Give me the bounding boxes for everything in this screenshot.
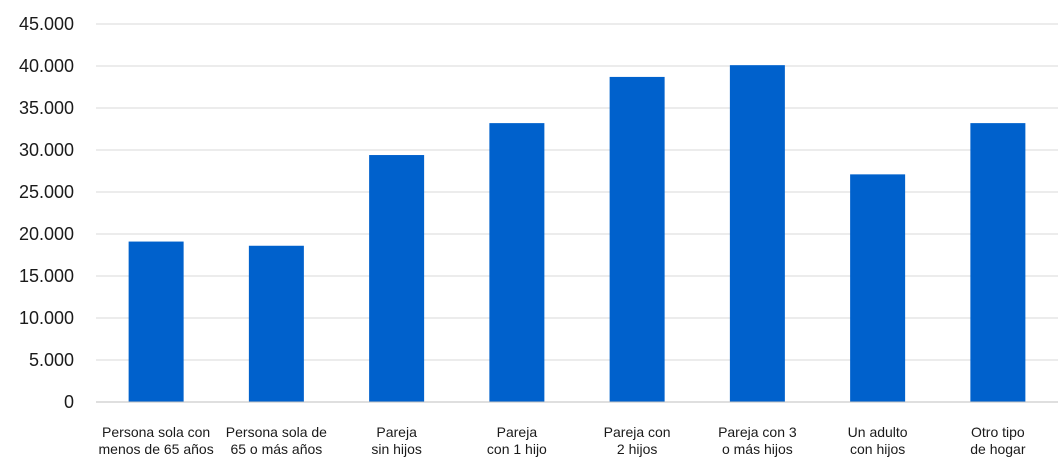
y-tick-label: 5.000: [29, 350, 74, 370]
x-category-label-line: sin hijos: [371, 441, 422, 457]
y-axis-tick-labels: 0 5.000 10.000 15.000 20.000 25.000 30.000 35.0…: [19, 14, 74, 412]
bars: [128, 65, 1026, 403]
x-category-label: Otro tipo de hogar: [970, 424, 1026, 457]
y-tick-label: 40.000: [19, 56, 74, 76]
x-category-label-line: Persona sola con: [102, 424, 210, 440]
y-tick-label: 20.000: [19, 224, 74, 244]
y-tick-label: 45.000: [19, 14, 74, 34]
x-category-label-line: Pareja con: [604, 424, 671, 440]
x-category-label: Pareja con 2 hijos: [604, 424, 671, 457]
y-tick-label: 10.000: [19, 308, 74, 328]
x-category-label-line: con hijos: [850, 441, 905, 457]
x-category-label-line: 65 o más años: [230, 441, 322, 457]
x-category-label-line: o más hijos: [722, 441, 793, 457]
gridlines: [96, 23, 1058, 361]
bar: [489, 123, 545, 403]
y-tick-label: 25.000: [19, 182, 74, 202]
bar: [850, 174, 906, 402]
x-category-label-line: Un adulto: [848, 424, 908, 440]
x-category-label: Pareja con 1 hijo: [487, 424, 547, 457]
x-axis-category-labels: Persona sola con menos de 65 añosPersona …: [99, 424, 1026, 457]
x-category-label: Persona sola de 65 o más años: [226, 424, 327, 457]
x-category-label-line: con 1 hijo: [487, 441, 547, 457]
x-category-label: Persona sola con menos de 65 años: [99, 424, 214, 457]
y-tick-label: 30.000: [19, 140, 74, 160]
bar: [609, 76, 665, 403]
x-category-label-line: de hogar: [970, 441, 1026, 457]
x-category-label-line: Otro tipo: [971, 424, 1025, 440]
bar: [128, 241, 184, 402]
bar: [369, 155, 425, 402]
x-category-label-line: Pareja: [497, 424, 538, 440]
x-category-label: Pareja sin hijos: [371, 424, 422, 457]
x-category-label-line: Pareja con 3: [718, 424, 797, 440]
y-tick-label: 0: [64, 392, 74, 412]
y-tick-label: 15.000: [19, 266, 74, 286]
x-category-label-line: 2 hijos: [617, 441, 657, 457]
x-category-label: Un adulto con hijos: [848, 424, 908, 457]
x-category-label-line: menos de 65 años: [99, 441, 214, 457]
bar: [248, 245, 304, 402]
x-category-label-line: Pareja: [376, 424, 417, 440]
y-tick-label: 35.000: [19, 98, 74, 118]
x-category-label-line: Persona sola de: [226, 424, 327, 440]
bar: [729, 65, 785, 402]
bar: [970, 123, 1026, 403]
